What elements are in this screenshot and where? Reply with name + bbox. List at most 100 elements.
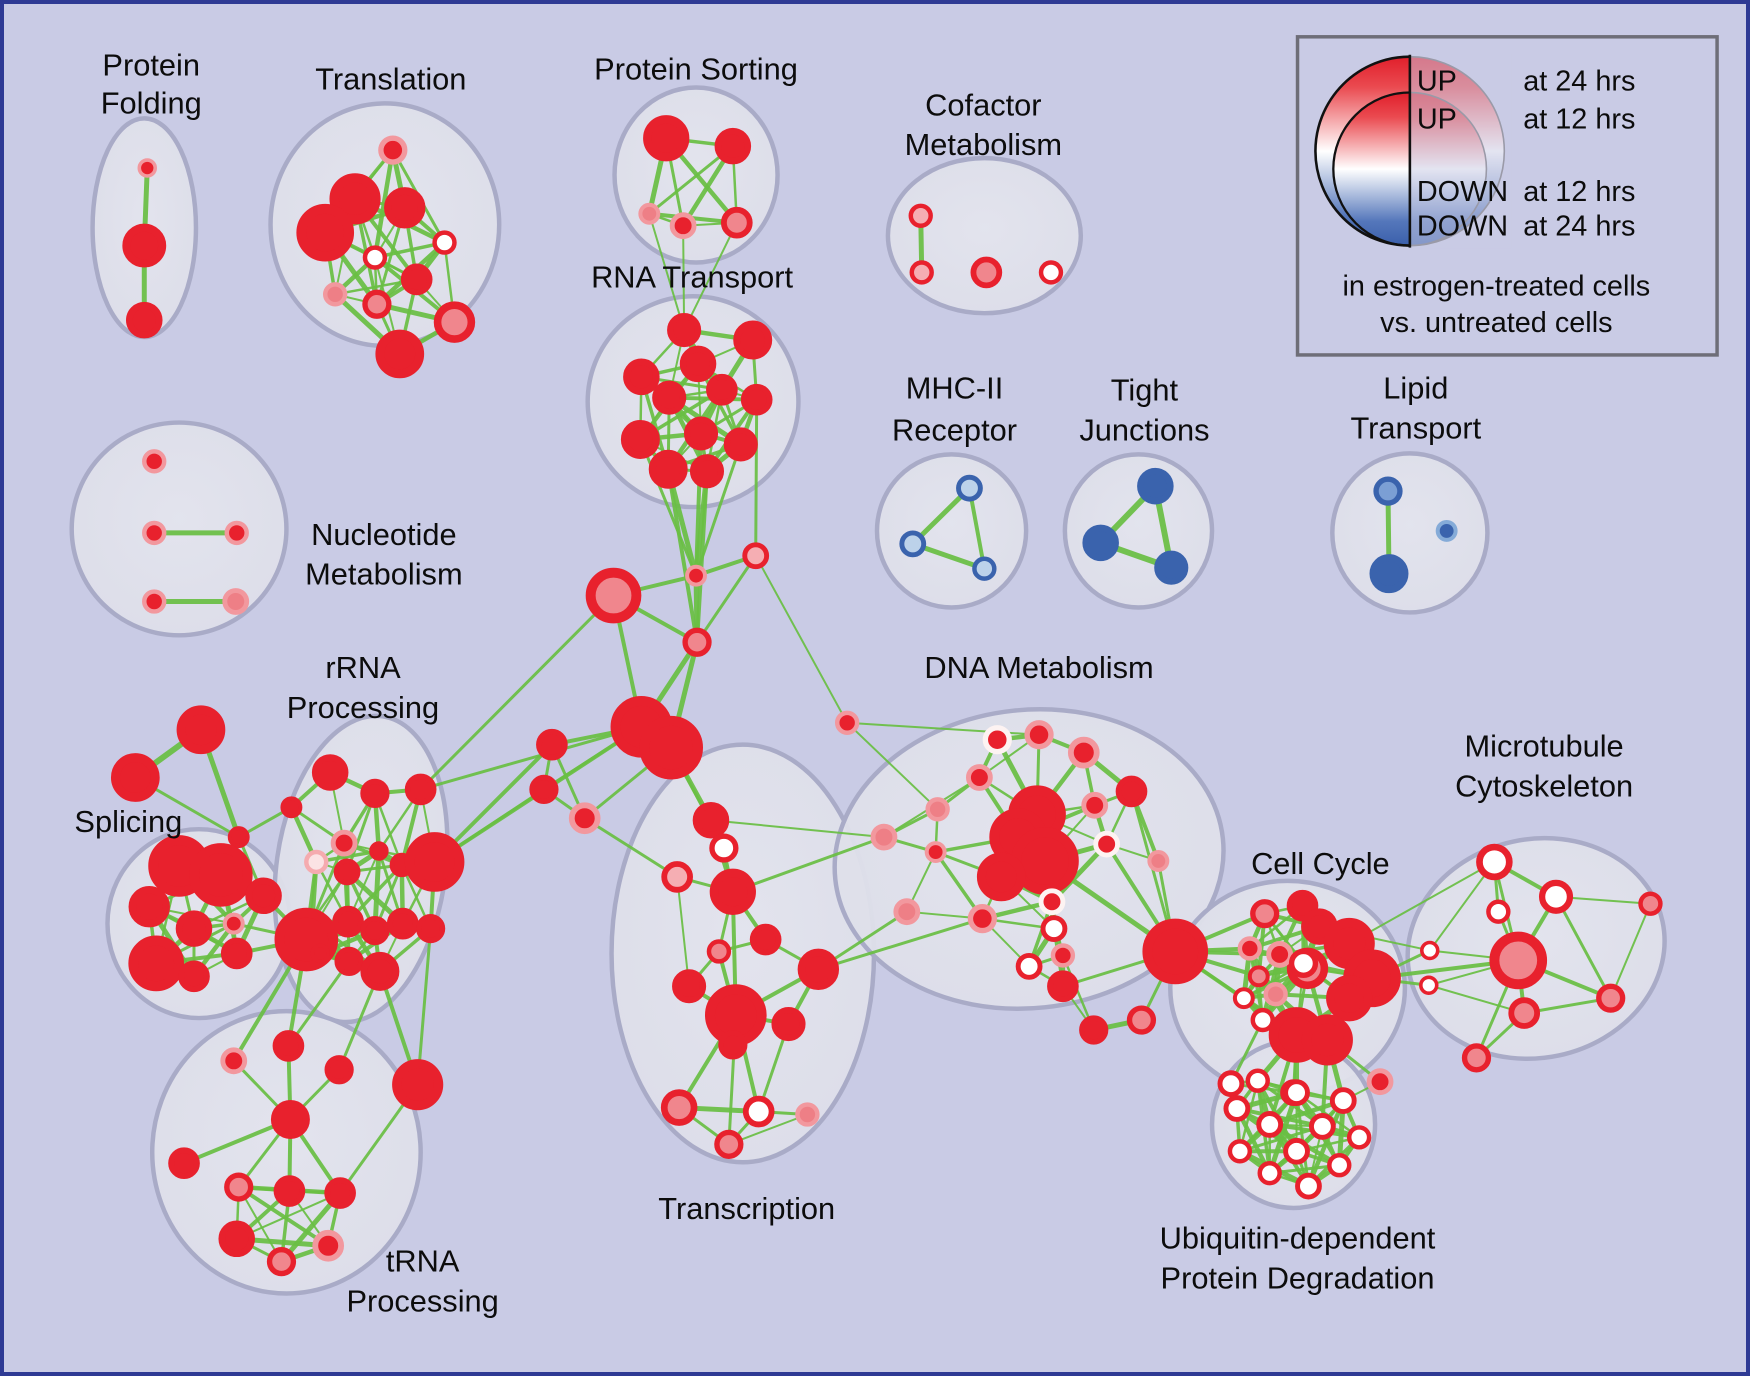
node xyxy=(982,725,1012,755)
node xyxy=(771,1006,806,1042)
node xyxy=(924,841,947,864)
node xyxy=(272,1030,305,1062)
legend-inner-left-arc xyxy=(1332,91,1410,247)
edge xyxy=(1306,1098,1346,1189)
node xyxy=(661,861,693,893)
cluster-label-translation: Translation xyxy=(315,62,466,97)
node xyxy=(909,260,934,285)
node xyxy=(333,858,361,886)
node xyxy=(669,212,697,240)
edge xyxy=(967,486,987,571)
node xyxy=(1067,736,1100,769)
node xyxy=(568,802,601,835)
node xyxy=(324,1055,354,1085)
node xyxy=(749,923,782,956)
cluster-ellipse-lipid-transport xyxy=(1330,451,1490,615)
edge xyxy=(682,224,686,332)
edge xyxy=(666,467,700,645)
node xyxy=(1373,476,1403,506)
node xyxy=(585,567,642,624)
node xyxy=(1266,941,1294,968)
node xyxy=(709,833,739,863)
node xyxy=(1326,975,1373,1022)
node xyxy=(893,898,921,926)
node xyxy=(1301,1014,1353,1066)
node xyxy=(311,754,349,791)
node xyxy=(1232,987,1255,1010)
node xyxy=(178,960,210,993)
nodes-layer xyxy=(110,115,1663,1277)
node xyxy=(386,907,419,940)
edge xyxy=(1554,895,1613,1000)
node xyxy=(433,301,476,343)
edge xyxy=(754,554,849,724)
node xyxy=(1346,1125,1372,1150)
node xyxy=(1142,918,1209,985)
node xyxy=(652,380,687,415)
cluster-label-rrna-processing: Processing xyxy=(287,690,439,725)
node xyxy=(128,935,185,992)
node xyxy=(1308,1113,1336,1140)
node xyxy=(1435,519,1458,542)
legend-direction-2: DOWN xyxy=(1417,176,1508,208)
node xyxy=(733,320,773,360)
node xyxy=(142,589,167,614)
node xyxy=(1223,1095,1251,1122)
node xyxy=(1596,983,1626,1013)
node xyxy=(1247,965,1270,988)
legend-footer-line-0: in estrogen-treated cells xyxy=(1343,270,1651,302)
legend-direction-1: UP xyxy=(1417,103,1457,135)
node xyxy=(1419,975,1439,996)
legend-time-3: at 24 hrs xyxy=(1523,211,1635,243)
legend-time-0: at 24 hrs xyxy=(1523,65,1635,97)
node xyxy=(689,454,725,489)
edge xyxy=(1609,902,1652,1000)
node xyxy=(706,939,732,964)
edge xyxy=(236,1185,331,1248)
node xyxy=(122,223,167,268)
node xyxy=(362,289,392,319)
node xyxy=(310,943,330,964)
node xyxy=(1461,1043,1492,1073)
node xyxy=(1250,1007,1275,1033)
legend: UP at 24 hrs UP at 12 hrs DOWN at 12 hrs DOWN a… xyxy=(1295,35,1719,357)
node xyxy=(224,520,249,546)
node xyxy=(679,345,717,383)
cluster-label-cell-cycle: Cell Cycle xyxy=(1251,846,1390,881)
node xyxy=(1154,550,1189,585)
node xyxy=(714,127,752,165)
edge xyxy=(1427,984,1526,1015)
node xyxy=(797,948,840,991)
cluster-label-rna-transport: RNA Transport xyxy=(591,259,793,294)
node xyxy=(404,832,465,892)
cluster-label-lipid-transport: Transport xyxy=(1351,410,1482,445)
legend-inner-right-arc xyxy=(1409,91,1488,247)
edge xyxy=(695,554,758,644)
cluster-ellipse-nucleotide-metabolism xyxy=(69,420,289,638)
node xyxy=(329,173,381,225)
node xyxy=(1489,931,1548,990)
node xyxy=(270,1099,310,1139)
edge xyxy=(638,437,698,578)
node xyxy=(220,937,253,970)
legend-outer-left-arc xyxy=(1314,55,1410,247)
node xyxy=(742,1095,775,1128)
node xyxy=(415,913,446,944)
cluster-label-cofactor-metabolism: Cofactor xyxy=(925,87,1041,122)
edge xyxy=(709,819,885,839)
node xyxy=(643,115,690,162)
edge xyxy=(235,1192,342,1240)
edge xyxy=(1238,1124,1324,1153)
legend-fade-overlay xyxy=(1410,53,1512,249)
cluster-label-rrna-processing: rRNA xyxy=(325,650,401,685)
node xyxy=(965,764,993,791)
node xyxy=(1093,830,1121,858)
edge xyxy=(419,725,643,791)
node xyxy=(1366,1068,1394,1096)
edge xyxy=(419,594,616,791)
node xyxy=(899,530,927,558)
node xyxy=(360,915,390,946)
node xyxy=(925,797,950,822)
cluster-label-protein-folding: Protein xyxy=(102,48,200,83)
